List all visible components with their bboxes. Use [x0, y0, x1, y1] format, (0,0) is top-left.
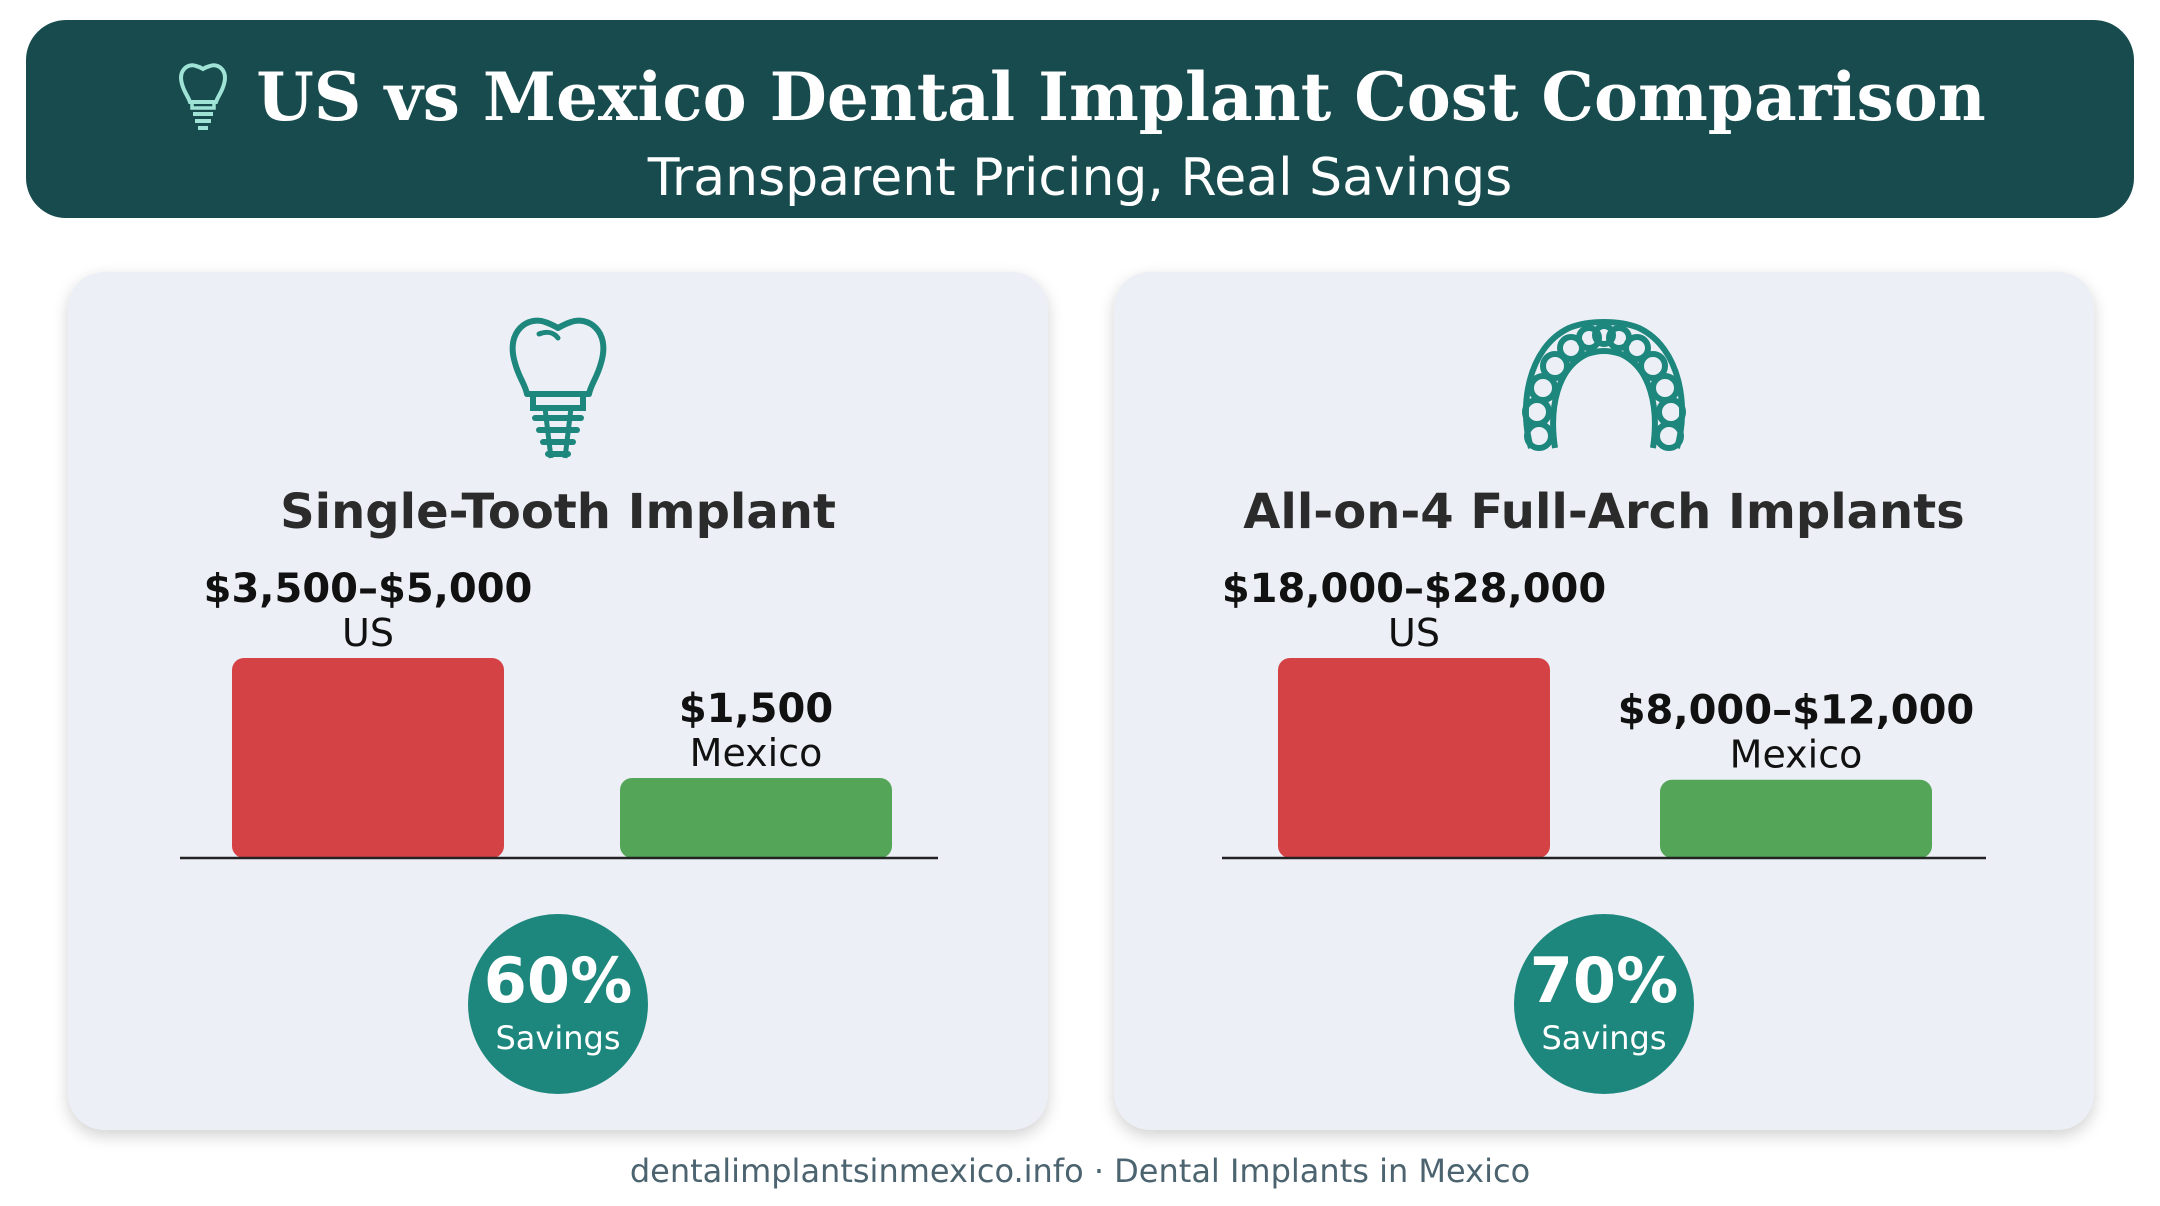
category-label-mexico-single-tooth: Mexico — [690, 731, 823, 775]
category-label-us-single-tooth: US — [342, 611, 394, 655]
savings-label: Savings — [495, 1019, 621, 1057]
bar-mexico-all-on-4 — [1660, 779, 1932, 858]
page-title: US vs Mexico Dental Implant Cost Compari… — [256, 58, 1986, 136]
all-on-4-bar-chart: $18,000–$28,000 US $8,000–$12,000 Mexico — [1222, 572, 1986, 860]
savings-percent: 70% — [1529, 944, 1679, 1017]
value-label-us-single-tooth: $3,500–$5,000 — [204, 572, 533, 612]
chart-title-all-on-4: All-on-4 Full-Arch Implants — [1243, 484, 1965, 540]
dental-implant-icon — [509, 317, 607, 459]
bar-mexico-single-tooth — [620, 778, 892, 858]
value-label-us-all-on-4: $18,000–$28,000 — [1222, 572, 1606, 612]
page-subtitle: Transparent Pricing, Real Savings — [647, 148, 1513, 208]
all-on-4-card: All-on-4 Full-Arch Implants $18,000–$28,… — [1114, 272, 2094, 1130]
tooth-logo-icon — [179, 63, 228, 130]
footer-credit: dentalimplantsinmexico.info · Dental Imp… — [629, 1152, 1531, 1190]
single-tooth-bar-chart: $3,500–$5,000 US $1,500 Mexico — [180, 572, 938, 860]
value-label-mexico-all-on-4: $8,000–$12,000 — [1618, 688, 1975, 734]
header-banner: US vs Mexico Dental Implant Cost Compari… — [26, 20, 2134, 218]
savings-badge-all-on-4: 70% Savings — [1514, 914, 1694, 1094]
chart-title-single-tooth: Single-Tooth Implant — [280, 484, 836, 540]
value-label-mexico-single-tooth: $1,500 — [679, 686, 833, 732]
category-label-us-all-on-4: US — [1388, 611, 1440, 655]
savings-percent: 60% — [483, 944, 633, 1017]
header-title-row: US vs Mexico Dental Implant Cost Compari… — [26, 58, 2134, 136]
single-tooth-card: Single-Tooth Implant $3,500–$5,000 US $1… — [68, 272, 1048, 1130]
bar-us-all-on-4 — [1278, 658, 1550, 858]
savings-badge-single-tooth: 60% Savings — [468, 914, 648, 1094]
dental-arch-icon — [1522, 319, 1686, 451]
category-label-mexico-all-on-4: Mexico — [1730, 733, 1863, 777]
savings-label: Savings — [1541, 1019, 1667, 1057]
bar-us-single-tooth — [232, 658, 504, 858]
